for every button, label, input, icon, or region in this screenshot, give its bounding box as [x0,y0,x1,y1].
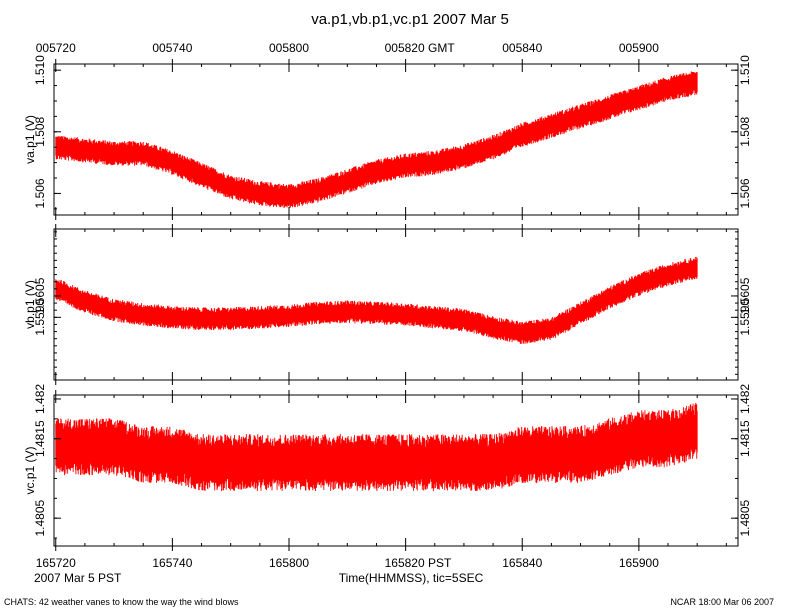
y-tick-label: 1.4805 [33,500,47,537]
top-tick-label: 005840 [502,41,542,55]
chart-title: va.p1,vb.p1,vc.p1 2007 Mar 5 [311,11,509,28]
y-tick-label-right: 1.506 [738,178,752,208]
series-vb.p1-trace [55,257,698,344]
series-vc.p1-trace [55,402,698,492]
y-tick-label: 1.4815 [33,420,47,457]
bottom-axis-pst: 165720 165740 165800 165820 PST 165840 165900 [36,556,659,570]
y-tick-label-right: 1.482 [738,384,752,414]
bottom-tick-label: 165840 [502,556,542,570]
panel-frame-vb.p1 [53,228,739,381]
bottom-tick-label: 165740 [152,556,192,570]
top-tick-label: 005740 [152,41,192,55]
x-axis-label: Time(HHMMSS), tic=5SEC [339,571,484,585]
y-tick-label: 1.5590 [33,299,47,336]
y-tick-label-right: 1.510 [738,55,752,85]
top-axis-gmt: 005720 005740 005800 005820 GMT 005840 005900 [36,41,659,55]
y-tick-label-right: 1.5605 [738,277,752,314]
series-va.p1-trace [55,71,698,209]
panel-frame-va.p1 [53,63,739,216]
panel-va: 1.506 1.506 1.508 1.508 1.510 1.510 va.p1 (V) [23,55,752,220]
y-tick-label-right: 1.4805 [738,500,752,537]
top-tick-label: 005720 [36,41,76,55]
footer-right: NCAR 18:00 Mar 06 2007 [670,597,774,607]
y-tick-label: 1.508 [33,116,47,146]
top-tick-label: 005800 [269,41,309,55]
bottom-tick-label: 165800 [269,556,309,570]
y-tick-label-right: 1.4815 [738,420,752,457]
top-tick-label: 005820 GMT [385,41,456,55]
bottom-tick-label: 165900 [619,556,659,570]
bottom-tick-label: 165820 PST [385,556,452,570]
y-tick-label-right: 1.5590 [738,299,752,336]
y-tick-label: 1.506 [33,178,47,208]
y-axis-label-vb.p1: vb.p1 (V) [23,280,37,329]
y-tick-label-right: 1.508 [738,116,752,146]
y-tick-label: 1.5605 [33,277,47,314]
y-axis-label-va.p1: va.p1 (V) [23,115,37,164]
y-axis-label-vc.p1: vc.p1 (V) [23,446,37,494]
date-label: 2007 Mar 5 PST [34,571,122,585]
panel-frame-vc.p1 [53,394,739,547]
panel-vc: 1.4805 1.4805 1.4815 1.4815 1.482 1.482 vc.p1 … [23,384,752,551]
y-tick-label: 1.482 [33,384,47,414]
top-tick-label: 005900 [619,41,659,55]
bottom-tick-label: 165720 [36,556,76,570]
y-tick-label: 1.510 [33,55,47,85]
footer-left: CHATS: 42 weather vanes to know the way … [4,597,239,607]
